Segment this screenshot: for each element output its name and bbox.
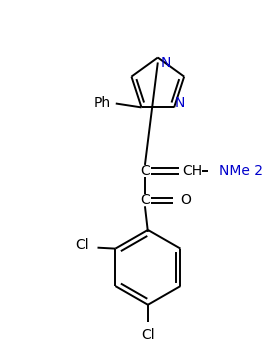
Text: Cl: Cl — [141, 328, 155, 342]
Text: N: N — [161, 57, 171, 70]
Text: C: C — [140, 164, 150, 178]
Text: C: C — [140, 193, 150, 207]
Text: Ph: Ph — [93, 96, 111, 109]
Text: O: O — [180, 193, 191, 207]
Text: CH: CH — [182, 164, 202, 178]
Text: NMe 2: NMe 2 — [219, 164, 263, 178]
Text: Cl: Cl — [75, 238, 88, 252]
Text: N: N — [175, 96, 185, 109]
